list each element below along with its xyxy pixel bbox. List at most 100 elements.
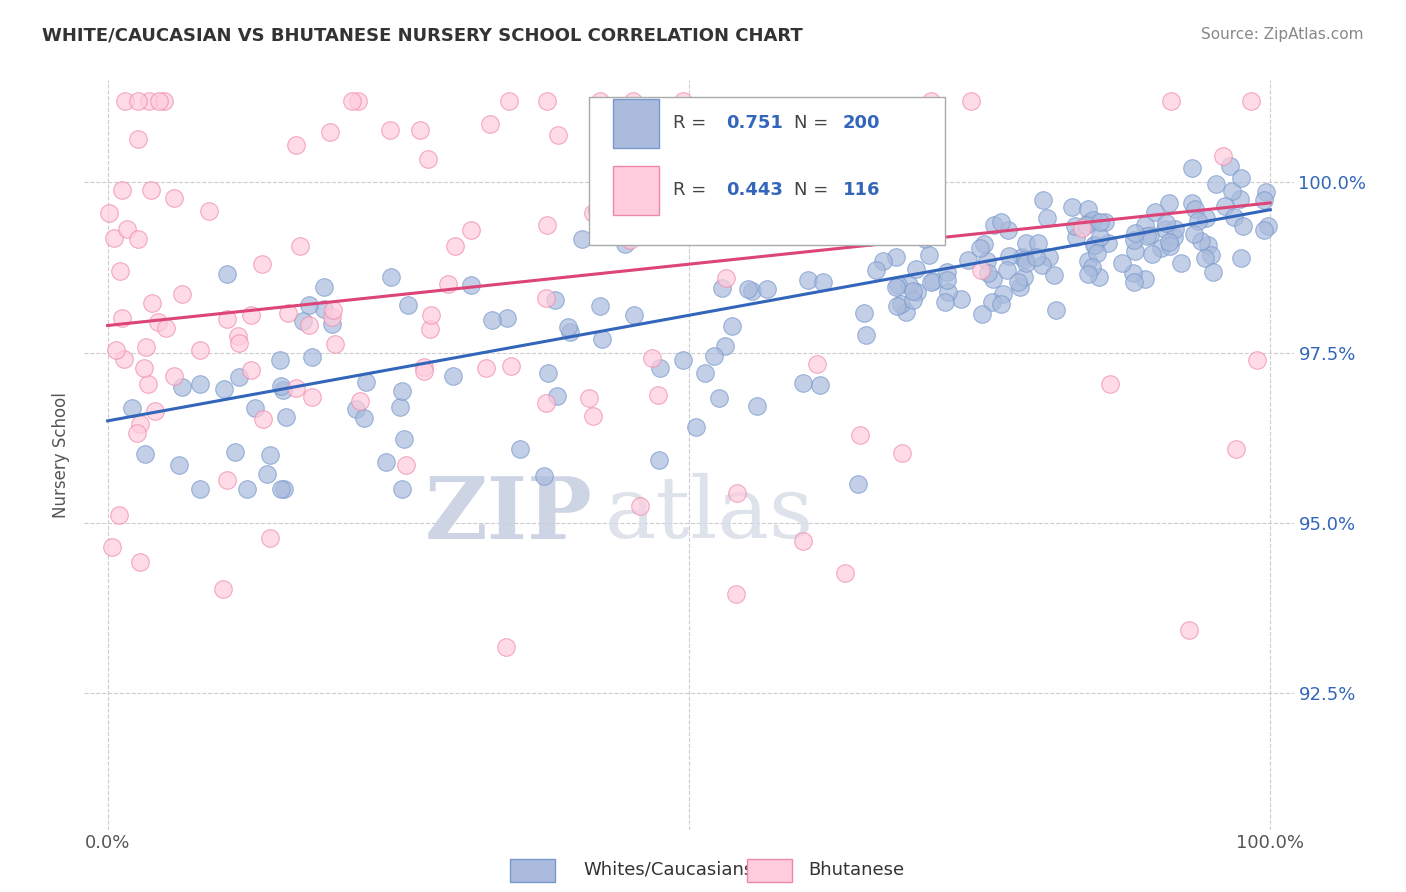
Point (495, 310, 517, 325)
Point (114, 94, 136, 108)
FancyBboxPatch shape (589, 96, 945, 245)
Point (148, 94, 170, 108)
Point (163, 368, 186, 383)
Point (188, 343, 211, 358)
Point (138, 94, 160, 108)
Point (273, 482, 295, 496)
Point (685, 420, 707, 434)
Point (380, 269, 402, 284)
Point (1157, 235, 1180, 249)
Point (1133, 218, 1156, 232)
Point (236, 482, 259, 496)
Point (256, 467, 278, 482)
Point (1257, 219, 1279, 233)
Point (714, 271, 737, 285)
Text: N =: N = (794, 181, 834, 200)
Point (619, 147, 641, 161)
Point (1205, 177, 1227, 191)
Point (901, 293, 924, 307)
Point (721, 227, 744, 241)
Point (301, 390, 323, 404)
Point (1194, 252, 1216, 266)
Point (647, 219, 669, 234)
Text: R =: R = (673, 181, 713, 200)
Point (1159, 195, 1181, 210)
Point (1159, 239, 1181, 253)
Point (1189, 234, 1212, 248)
Point (1081, 260, 1104, 274)
Point (127, 132, 149, 146)
Point (312, 279, 335, 293)
Point (997, 263, 1019, 277)
Point (1156, 216, 1178, 230)
Point (707, 391, 730, 405)
Point (1014, 252, 1036, 266)
Bar (613, 167, 659, 215)
Point (1133, 271, 1156, 285)
Point (792, 376, 814, 391)
Point (1225, 442, 1247, 457)
Point (723, 209, 745, 223)
Point (375, 455, 398, 469)
Point (872, 254, 894, 268)
Point (347, 94, 370, 108)
Point (495, 640, 517, 654)
Point (103, 231, 125, 245)
Point (1077, 253, 1099, 268)
Point (884, 280, 907, 294)
Point (1144, 205, 1167, 219)
Point (1253, 223, 1275, 237)
Point (997, 249, 1019, 263)
Point (413, 364, 436, 378)
Point (589, 94, 612, 108)
Point (270, 482, 292, 496)
Point (1031, 193, 1053, 207)
Point (419, 322, 441, 336)
Text: N =: N = (794, 114, 834, 132)
Point (243, 401, 266, 415)
Point (1111, 256, 1133, 270)
Point (389, 400, 412, 414)
Point (132, 360, 155, 375)
Point (1254, 186, 1277, 200)
Point (1064, 230, 1087, 244)
Point (1246, 353, 1268, 368)
Point (128, 417, 150, 431)
Point (1077, 267, 1099, 281)
Point (672, 352, 695, 367)
Point (725, 486, 748, 500)
Point (855, 327, 877, 342)
Point (664, 143, 686, 157)
Point (344, 402, 367, 417)
Point (725, 587, 748, 601)
Point (769, 145, 792, 160)
Point (321, 317, 343, 331)
Point (100, 540, 122, 554)
Point (1123, 226, 1146, 240)
Point (297, 297, 319, 311)
Point (288, 239, 311, 253)
Point (170, 287, 193, 301)
Point (647, 388, 669, 402)
Point (721, 318, 744, 333)
Point (269, 353, 291, 368)
Point (239, 308, 262, 322)
Point (1076, 218, 1098, 232)
Point (1140, 246, 1163, 260)
Point (419, 308, 441, 322)
Point (976, 254, 998, 268)
Point (121, 401, 143, 415)
Point (973, 237, 995, 252)
Point (259, 531, 281, 545)
Point (981, 294, 1004, 309)
Point (228, 370, 250, 384)
Point (918, 248, 941, 262)
Point (153, 94, 176, 108)
Point (621, 94, 644, 108)
Point (1014, 235, 1036, 250)
Point (897, 277, 920, 292)
Point (886, 299, 908, 313)
Point (1202, 265, 1225, 279)
Point (1123, 275, 1146, 289)
Point (890, 297, 912, 311)
